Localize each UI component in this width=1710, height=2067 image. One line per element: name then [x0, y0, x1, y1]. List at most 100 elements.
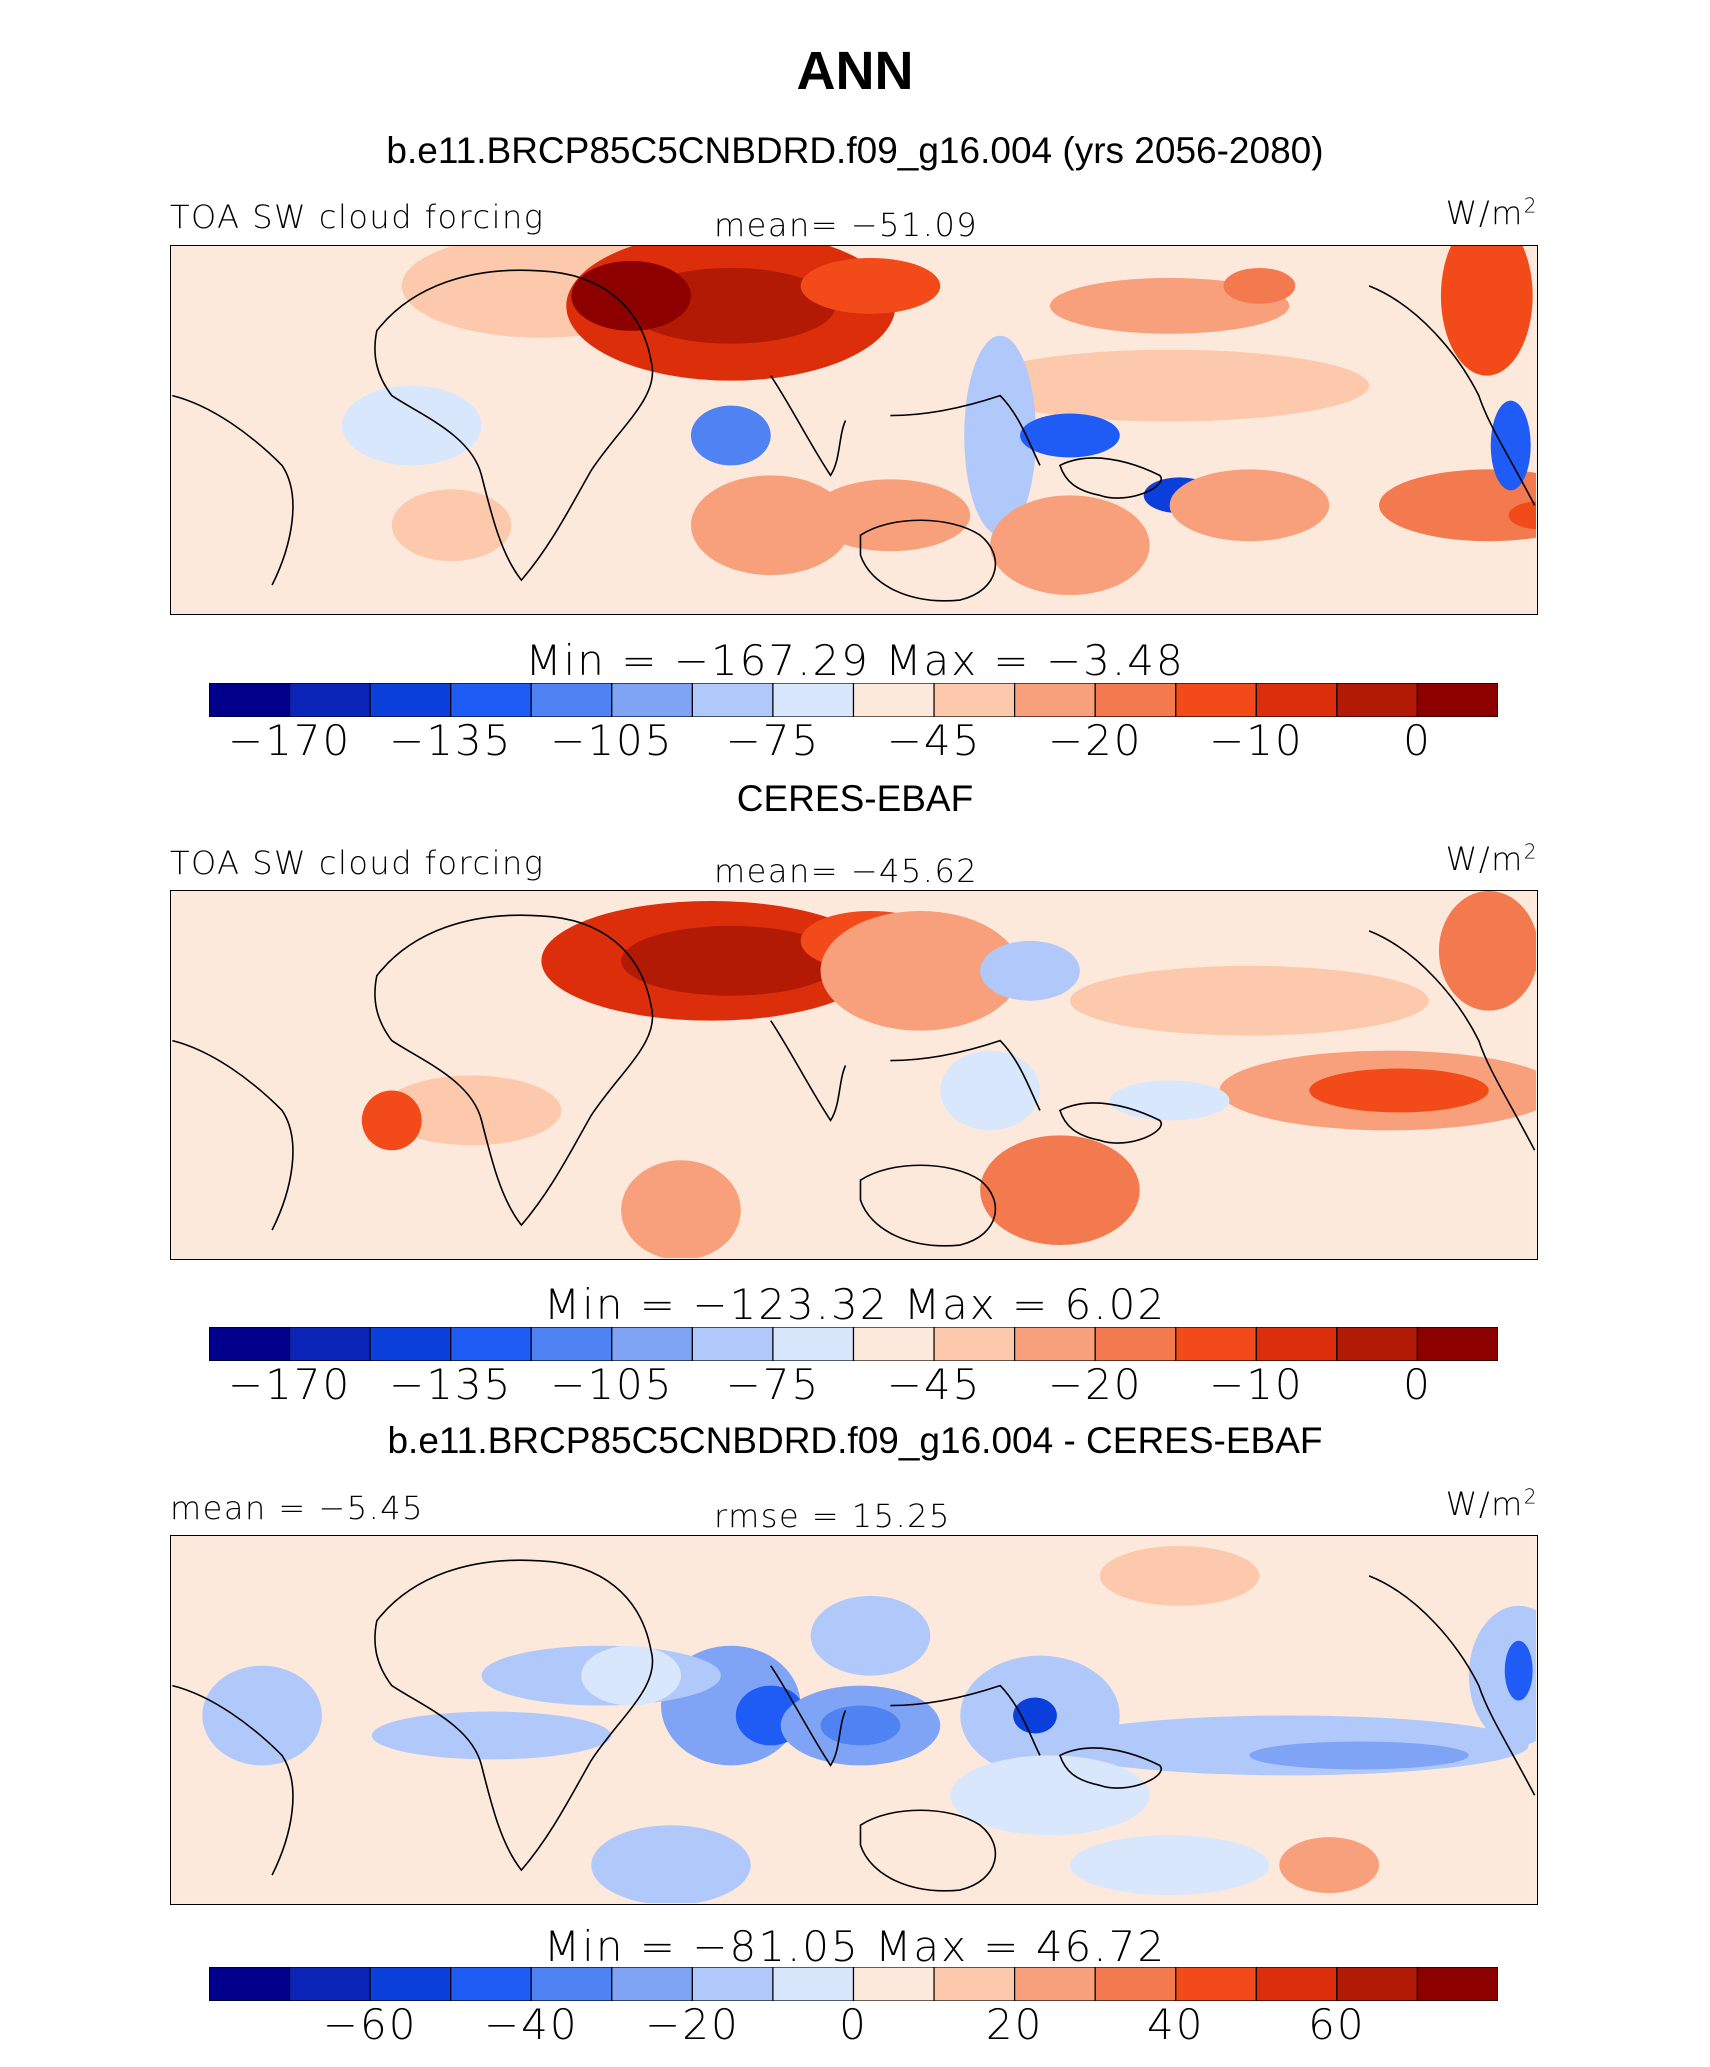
colorbar-segment [691, 683, 774, 717]
coastline [859, 519, 997, 602]
colorbar-segment [209, 1327, 291, 1361]
units-base: W/m [1445, 840, 1524, 878]
coastline [770, 375, 847, 477]
colorbar-segment [1014, 1327, 1096, 1361]
colorbar-segment [209, 1967, 291, 2001]
units-base: W/m [1445, 194, 1524, 232]
heatmap-contour-region [1099, 1545, 1260, 1606]
colorbar-segment [1255, 1327, 1338, 1361]
colorbar-segment [1175, 1327, 1257, 1361]
heatmap-contour-region [1440, 246, 1533, 376]
colorbar-segment [772, 1967, 855, 2001]
heatmap-contour-region [1013, 1697, 1057, 1734]
colorbar-tick-label: 0 [1403, 716, 1432, 765]
panel-center-label: mean= −51.09 [714, 206, 979, 244]
panel-title: b.e11.BRCP85C5CNBDRD.f09_g16.004 (yrs 20… [386, 130, 1324, 171]
heatmap-contour-region [1020, 413, 1120, 458]
colorbar-segment [1094, 683, 1177, 717]
colorbar-segment [933, 683, 1016, 717]
colorbar-segment [933, 1967, 1016, 2001]
heatmap-contour-region [1279, 1837, 1380, 1894]
heatmap-contour-region [1169, 469, 1330, 542]
coastline [890, 1039, 1041, 1111]
coastline [890, 394, 1041, 466]
colorbar-segment [1336, 683, 1419, 717]
heatmap-contour-region [391, 489, 512, 562]
heatmap-contour-region [1490, 400, 1531, 491]
heatmap-svg [172, 1536, 1536, 1903]
heatmap-field [170, 1535, 1538, 1905]
heatmap-contour-region [1069, 965, 1429, 1036]
heatmap-contour-region [581, 1645, 681, 1706]
colorbar-segment [1175, 683, 1257, 717]
units-superscript: 2 [1523, 839, 1538, 864]
colorbar-tick-label: −135 [389, 1360, 513, 1409]
panel-left-label: mean = −5.45 [170, 1489, 424, 1527]
heatmap-contour-region [810, 1595, 931, 1676]
colorbar-segment [691, 1967, 774, 2001]
colorbar-segment [852, 1967, 935, 2001]
colorbar-tick-label: −45 [886, 716, 982, 765]
heatmap-contour-region [1069, 1835, 1270, 1896]
heatmap-contour-region [1309, 1068, 1489, 1113]
coastline [1058, 1102, 1163, 1144]
heatmap-contour-region [1223, 267, 1296, 304]
min-max-label: Min = −81.05 Max = 46.72 [543, 1922, 1167, 1971]
heatmap-field [170, 245, 1538, 615]
colorbar-segment [450, 683, 532, 717]
colorbar-tick-label: 40 [1147, 2000, 1205, 2049]
colorbar-segment [209, 683, 291, 717]
panel-center-label: rmse = 15.25 [714, 1497, 951, 1535]
heatmap-svg [172, 891, 1536, 1258]
heatmap-contour-region [810, 479, 971, 552]
heatmap-contour-region [980, 1135, 1140, 1246]
heatmap-contour-region [361, 1090, 422, 1151]
heatmap-contour-region [1379, 469, 1536, 542]
coastline [1368, 285, 1536, 506]
units-label: W/m2 [1446, 1485, 1538, 1523]
heatmap-contour-region [964, 335, 1037, 536]
coastline [1368, 1575, 1536, 1796]
colorbar-segment [1175, 1967, 1257, 2001]
heatmap-contour-region [1438, 891, 1536, 1011]
colorbar-tick-label: −60 [322, 2000, 418, 2049]
heatmap-contour-region [940, 1050, 1040, 1131]
colorbar-tick-label: −40 [483, 2000, 579, 2049]
colorbar-tick-label: −20 [1047, 1360, 1143, 1409]
coastline [374, 269, 654, 582]
heatmap-contour-region [1504, 1640, 1533, 1701]
coastline [770, 1020, 847, 1122]
colorbar-segment [933, 1327, 1016, 1361]
colorbar-segment [288, 1967, 371, 2001]
colorbar-segment [772, 683, 855, 717]
colorbar-segment [691, 1327, 774, 1361]
heatmap-contour-region [970, 349, 1370, 422]
panel-title: CERES-EBAF [736, 778, 974, 819]
colorbar-tick-label: −105 [550, 1360, 674, 1409]
panel-title: b.e11.BRCP85C5CNBDRD.f09_g16.004 - CERES… [387, 1420, 1323, 1461]
colorbar-tick-label: 0 [839, 2000, 868, 2049]
colorbar-segment [1014, 683, 1096, 717]
colorbar-tick-label: −75 [725, 716, 821, 765]
colorbar-tick-label: 60 [1308, 2000, 1366, 2049]
colorbar-tick-label: −75 [725, 1360, 821, 1409]
min-max-label: Min = −123.32 Max = 6.02 [543, 1280, 1167, 1329]
colorbar-segment [1255, 683, 1338, 717]
colorbar-segment [852, 683, 935, 717]
colorbar-tick-label: −170 [227, 716, 352, 765]
colorbar-segment [1416, 1967, 1498, 2001]
coastline [172, 394, 294, 586]
colorbar-segment [611, 1967, 693, 2001]
heatmap-contour-region [1109, 1080, 1230, 1121]
coastline [859, 1164, 997, 1247]
panel-center-label: mean= −45.62 [714, 852, 979, 890]
colorbar-tick-label: −20 [1047, 716, 1143, 765]
colorbar-tick-label: −135 [389, 716, 513, 765]
heatmap-contour-region [341, 385, 482, 466]
heatmap-contour-region [690, 405, 771, 466]
colorbar-tick-label: −170 [227, 1360, 352, 1409]
colorbar-tick-label: −105 [550, 716, 674, 765]
heatmap-contour-region [621, 925, 841, 996]
coastline [1058, 457, 1163, 499]
colorbar-segment [611, 683, 693, 717]
